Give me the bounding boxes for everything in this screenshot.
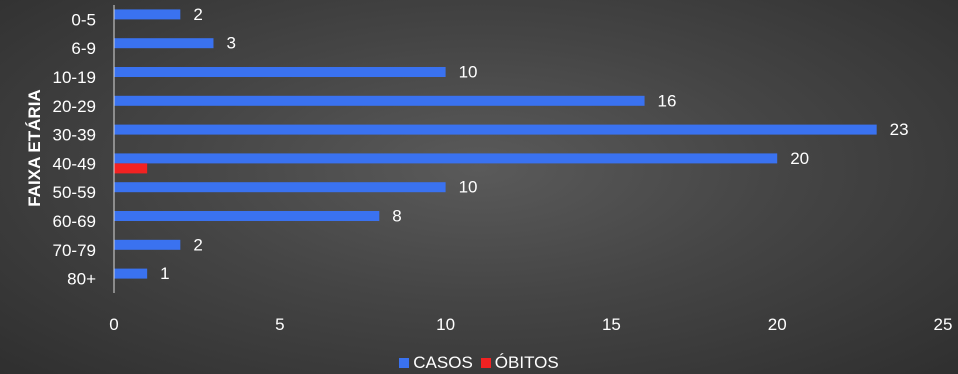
- category-label: 70-79: [53, 241, 96, 260]
- bar-casos[interactable]: [114, 182, 446, 193]
- x-tick-label: 15: [602, 315, 621, 334]
- x-tick-label: 25: [934, 315, 953, 334]
- category-label: 0-5: [71, 10, 96, 29]
- category-label: 10-19: [53, 68, 96, 87]
- bar-casos[interactable]: [114, 67, 446, 77]
- x-axis-ticks: 0 5 10 15 20 25: [109, 315, 952, 334]
- data-label: 3: [226, 34, 235, 53]
- data-label: 16: [658, 91, 677, 110]
- bars-group: [114, 9, 877, 279]
- data-label: 2: [193, 5, 202, 24]
- category-label: 20-29: [53, 97, 96, 116]
- x-tick-label: 0: [109, 315, 118, 334]
- bar-casos[interactable]: [114, 95, 645, 106]
- category-label: 50-59: [53, 183, 96, 202]
- bar-casos[interactable]: [114, 9, 181, 20]
- data-label: 23: [890, 120, 909, 139]
- x-tick-label: 10: [436, 315, 455, 334]
- data-label: 1: [160, 264, 169, 283]
- data-label: 10: [459, 62, 478, 81]
- legend: CASOS ÓBITOS: [0, 352, 958, 374]
- bar-casos[interactable]: [114, 211, 380, 221]
- legend-swatch-casos: [399, 358, 410, 368]
- legend-label-casos: CASOS: [413, 353, 473, 372]
- category-label: 30-39: [53, 126, 96, 145]
- legend-item-obitos[interactable]: ÓBITOS: [480, 353, 559, 373]
- data-label: 10: [459, 178, 478, 197]
- bar-casos[interactable]: [114, 268, 148, 279]
- category-label: 80+: [67, 270, 96, 289]
- legend-label-obitos: ÓBITOS: [494, 353, 559, 372]
- x-tick-label: 20: [768, 315, 787, 334]
- y-axis-title: FAIXA ETÁRIA: [25, 89, 44, 206]
- data-label: 2: [193, 235, 202, 254]
- data-label: 8: [392, 206, 401, 225]
- bar-casos[interactable]: [114, 153, 778, 164]
- bar-casos[interactable]: [114, 124, 877, 135]
- category-label: 60-69: [53, 212, 96, 231]
- category-label: 6-9: [71, 39, 96, 58]
- legend-item-casos[interactable]: CASOS: [399, 353, 473, 373]
- data-label: 20: [790, 149, 809, 168]
- bar-casos[interactable]: [114, 38, 214, 49]
- category-labels: 0-5 6-9 10-19 20-29 30-39 40-49 50-59 60-69 70-7…: [53, 10, 97, 288]
- x-tick-label: 5: [275, 315, 284, 334]
- bar-casos[interactable]: [114, 239, 181, 250]
- bar-obitos[interactable]: [114, 163, 148, 174]
- legend-swatch-obitos: [480, 358, 491, 368]
- category-label: 40-49: [53, 154, 96, 173]
